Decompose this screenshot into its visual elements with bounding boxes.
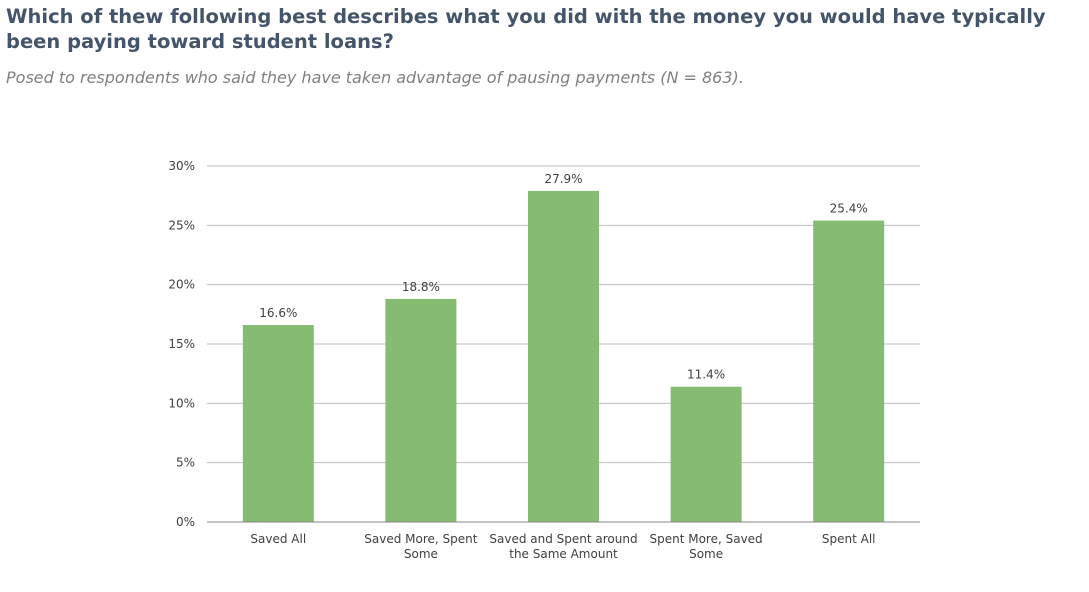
x-tick-label: Saved More, Spent Some <box>364 532 477 561</box>
x-tick-label-line: Saved More, Spent <box>364 532 477 546</box>
data-label: 16.6% <box>259 306 297 320</box>
x-tick-label-line: Saved and Spent around <box>489 532 637 546</box>
y-tick-label: 20% <box>168 278 195 292</box>
bar <box>528 190 599 523</box>
bars <box>242 190 885 523</box>
chart-subtitle: Posed to respondents who said they have … <box>6 68 744 87</box>
bar <box>242 325 314 522</box>
data-label: 11.4% <box>687 368 725 382</box>
data-label: 18.8% <box>402 280 440 294</box>
x-tick-label-line: Spent All <box>822 532 876 546</box>
chart-title: Which of thew following best describes w… <box>6 5 1046 53</box>
x-tick-label: Saved All <box>250 532 306 546</box>
y-tick-label: 15% <box>168 337 195 351</box>
x-tick-label: Spent More, Saved Some <box>649 532 762 561</box>
x-tick-label-line: Spent More, Saved <box>649 532 762 546</box>
data-labels: 16.6% 18.8% 27.9% 11.4% 25.4% <box>259 172 868 382</box>
x-tick-label-line: Saved All <box>250 532 306 546</box>
y-tick-label: 25% <box>168 218 195 232</box>
data-label: 27.9% <box>544 172 582 186</box>
y-axis-ticks: 0% 5% 10% 15% 20% 25% 30% <box>168 159 195 529</box>
bar <box>813 220 885 522</box>
y-tick-label: 5% <box>176 456 195 470</box>
x-tick-label-line: the Same Amount <box>509 547 618 561</box>
x-tick-label: Saved and Spent around the Same Amount <box>489 532 637 561</box>
bar <box>670 386 742 522</box>
x-tick-label-line: Some <box>689 547 723 561</box>
x-tick-label: Spent All <box>822 532 876 546</box>
y-tick-label: 0% <box>176 515 195 529</box>
data-label: 25.4% <box>830 202 868 216</box>
bar <box>385 298 457 522</box>
y-tick-label: 10% <box>168 396 195 410</box>
y-tick-label: 30% <box>168 159 195 173</box>
x-tick-label-line: Some <box>404 547 438 561</box>
